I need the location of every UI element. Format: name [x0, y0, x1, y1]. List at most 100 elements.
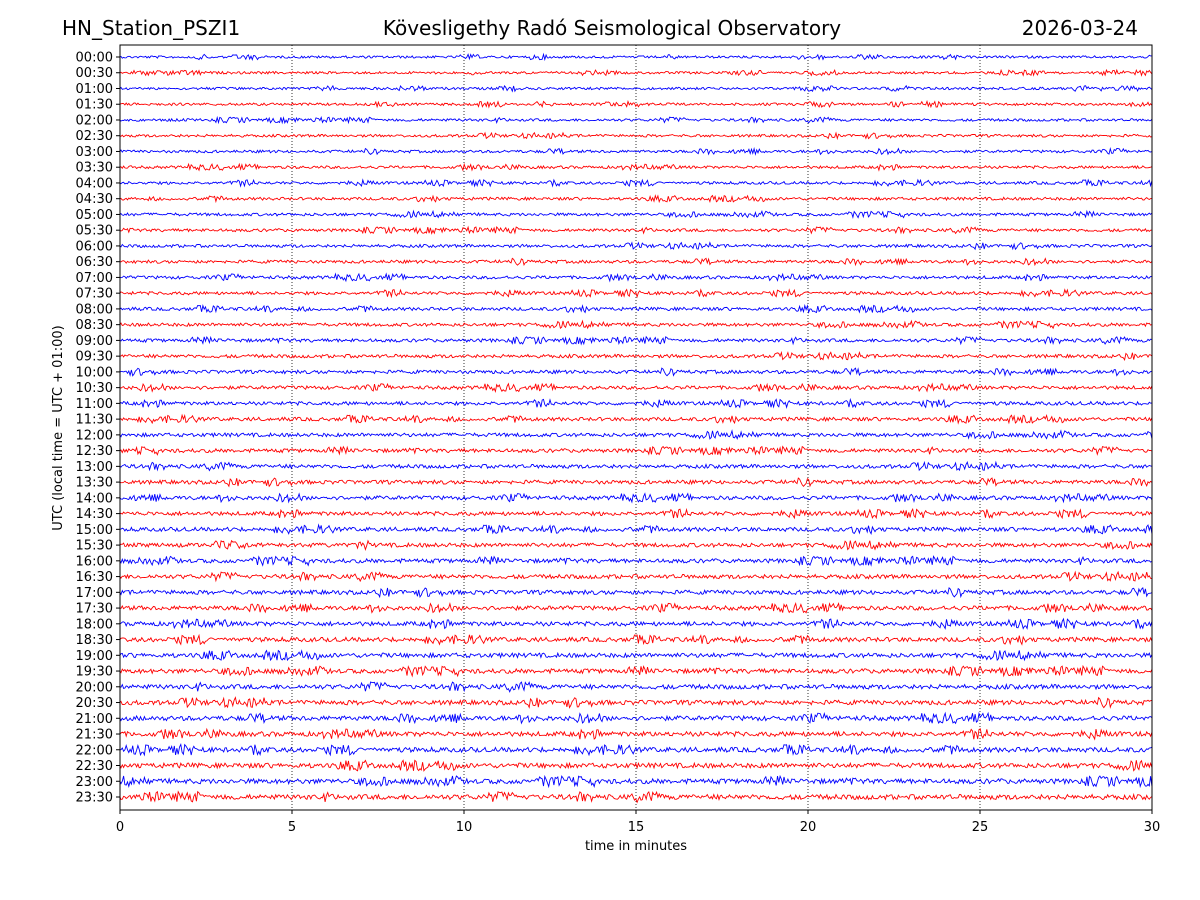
- trace-0530: [119, 225, 1152, 235]
- trace-1030: [119, 382, 1153, 393]
- y-tick-label: 18:00: [76, 617, 113, 632]
- trace-2100: [119, 711, 1153, 725]
- y-tick-label: 17:30: [76, 602, 113, 617]
- y-tick-label: 19:00: [76, 649, 113, 664]
- date-title: 2026-03-24: [1022, 16, 1138, 40]
- x-tick-label: 30: [1144, 820, 1161, 835]
- station-title: HN_Station_PSZI1: [62, 16, 240, 40]
- traces: [119, 52, 1153, 804]
- trace-2330: [119, 790, 1153, 804]
- trace-2300: [119, 774, 1153, 789]
- y-axis: 00:0000:3001:0001:3002:0002:3003:0003:30…: [76, 51, 120, 806]
- y-tick-label: 22:00: [76, 743, 113, 758]
- trace-1930: [119, 664, 1153, 678]
- trace-1100: [119, 397, 1152, 409]
- trace-1000: [119, 367, 1152, 377]
- y-tick-label: 21:00: [76, 712, 113, 727]
- trace-0930: [120, 350, 1153, 361]
- y-tick-label: 18:30: [76, 633, 113, 648]
- y-tick-label: 23:30: [76, 791, 113, 806]
- y-tick-label: 13:00: [76, 460, 113, 475]
- trace-1330: [119, 477, 1153, 488]
- trace-0630: [119, 257, 1153, 267]
- y-tick-label: 04:00: [76, 176, 113, 191]
- y-tick-label: 03:00: [76, 145, 113, 160]
- y-tick-label: 15:30: [76, 539, 113, 554]
- trace-0500: [119, 209, 1153, 220]
- y-tick-label: 12:00: [76, 428, 113, 443]
- trace-1900: [119, 649, 1153, 662]
- trace-0130: [119, 99, 1153, 109]
- y-tick-label: 01:30: [76, 98, 113, 113]
- trace-1230: [119, 445, 1153, 457]
- trace-1200: [119, 429, 1153, 440]
- y-tick-label: 01:00: [76, 82, 113, 97]
- y-tick-label: 06:00: [76, 239, 113, 254]
- trace-0400: [119, 178, 1153, 188]
- y-tick-label: 00:00: [76, 51, 113, 66]
- y-tick-label: 20:00: [76, 680, 113, 695]
- trace-1500: [119, 523, 1153, 536]
- y-tick-label: 21:30: [76, 728, 113, 743]
- y-tick-label: 06:30: [76, 255, 113, 270]
- x-tick-label: 20: [800, 820, 817, 835]
- y-tick-label: 10:00: [76, 365, 113, 380]
- trace-1300: [119, 460, 1153, 472]
- y-tick-label: 14:30: [76, 507, 113, 522]
- trace-0200: [119, 115, 1153, 125]
- y-tick-label: 07:00: [76, 271, 113, 286]
- y-tick-label: 19:30: [76, 665, 113, 680]
- trace-0700: [119, 272, 1152, 283]
- trace-1830: [119, 633, 1153, 646]
- y-tick-label: 08:30: [76, 318, 113, 333]
- y-tick-label: 08:00: [76, 302, 113, 317]
- y-tick-label: 02:00: [76, 113, 113, 128]
- trace-1630: [119, 570, 1153, 583]
- trace-1530: [119, 539, 1153, 551]
- trace-0300: [119, 146, 1153, 156]
- trace-0330: [119, 162, 1153, 172]
- y-tick-label: 10:30: [76, 381, 113, 396]
- x-axis-label: time in minutes: [585, 839, 687, 854]
- trace-1600: [119, 555, 1153, 567]
- y-tick-label: 12:30: [76, 444, 113, 459]
- y-tick-label: 11:00: [76, 397, 113, 412]
- y-tick-label: 00:30: [76, 66, 113, 81]
- y-tick-label: 09:00: [76, 334, 113, 349]
- x-tick-label: 15: [628, 820, 645, 835]
- trace-2230: [119, 759, 1153, 772]
- chart-title: Kövesligethy Radó Seismological Observat…: [383, 16, 841, 40]
- y-tick-label: 07:30: [76, 287, 113, 302]
- trace-0800: [119, 303, 1153, 314]
- y-tick-label: 09:30: [76, 350, 113, 365]
- y-tick-label: 23:00: [76, 775, 113, 790]
- y-tick-label: 11:30: [76, 413, 113, 428]
- trace-2000: [119, 681, 1153, 693]
- y-tick-label: 17:00: [76, 586, 113, 601]
- trace-0100: [119, 84, 1153, 93]
- y-tick-label: 05:00: [76, 208, 113, 223]
- y-tick-label: 14:00: [76, 491, 113, 506]
- trace-1700: [119, 587, 1153, 599]
- y-tick-label: 13:30: [76, 476, 113, 491]
- trace-0730: [119, 288, 1153, 299]
- x-tick-label: 10: [456, 820, 473, 835]
- y-tick-label: 15:00: [76, 523, 113, 538]
- trace-0030: [119, 68, 1153, 77]
- trace-2200: [119, 743, 1153, 757]
- y-tick-label: 02:30: [76, 129, 113, 144]
- trace-1730: [119, 601, 1153, 614]
- grid-lines: [291, 45, 981, 810]
- y-tick-label: 16:00: [76, 554, 113, 569]
- trace-0830: [119, 319, 1153, 330]
- trace-0900: [119, 335, 1152, 346]
- x-axis: 0 5 10 15 20 25 30: [116, 810, 1160, 835]
- trace-0600: [119, 241, 1153, 251]
- trace-1400: [119, 492, 1153, 504]
- trace-0000: [119, 52, 1152, 62]
- x-tick-label: 25: [972, 820, 989, 835]
- y-tick-label: 16:30: [76, 570, 113, 585]
- trace-1430: [119, 507, 1153, 520]
- trace-2030: [119, 696, 1153, 709]
